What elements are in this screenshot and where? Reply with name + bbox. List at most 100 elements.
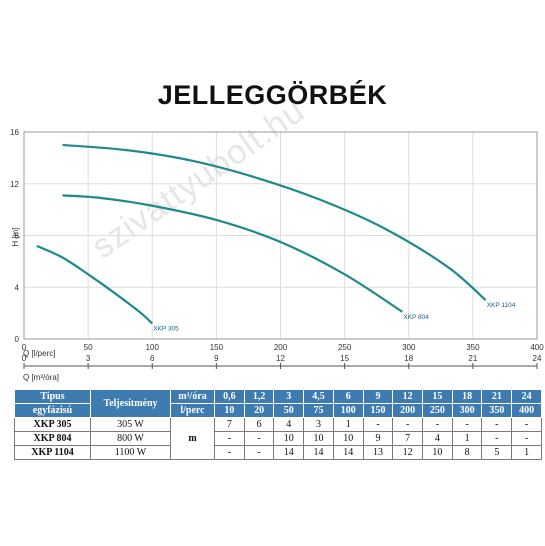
m3-value: 3 — [273, 389, 305, 404]
unit-cell: m — [170, 417, 215, 460]
head-value: - — [214, 445, 245, 460]
lperc-value: 10 — [214, 403, 245, 418]
head-value: - — [481, 417, 513, 432]
model-cell: XKP 804 — [14, 431, 91, 446]
head-value: 14 — [273, 445, 305, 460]
x2-axis-label: Q [m³/óra] — [23, 373, 59, 382]
head-value: 1 — [332, 417, 364, 432]
x2-tick-label: 0 — [22, 354, 27, 363]
power-cell: 800 W — [90, 431, 171, 446]
head-value: - — [451, 417, 483, 432]
chart-curves: XKP 305 XKP 804 XKP 1104 — [36, 143, 516, 332]
table-row: XKP 804 800 W - - 10 10 10 9 7 4 1 - - — [14, 431, 542, 446]
spec-table: Tipus Teljesítmény m³/óra 0,6 1,2 3 4,5 … — [14, 389, 542, 460]
x-tick-label: 350 — [466, 343, 480, 352]
x-axis-label: Q [l/perc] — [23, 349, 55, 358]
x-tick-label: 250 — [338, 343, 352, 352]
m3-value: 6 — [332, 389, 364, 404]
y-tick-label: 0 — [15, 335, 20, 344]
x2-tick-label: 9 — [214, 354, 219, 363]
head-value: 13 — [362, 445, 394, 460]
lperc-value: 400 — [511, 403, 542, 418]
header-l-perc: l/perc — [170, 403, 215, 418]
head-value: 1 — [511, 445, 542, 460]
head-value: 12 — [392, 445, 424, 460]
head-value: 10 — [303, 431, 334, 446]
series-label: XKP 1104 — [487, 302, 516, 309]
model-cell: XKP 1104 — [14, 445, 91, 460]
head-value: 10 — [422, 445, 453, 460]
x-tick-label: 50 — [84, 343, 93, 352]
x-tick-label: 200 — [274, 343, 288, 352]
m3-value: 21 — [481, 389, 513, 404]
m3-value: 24 — [511, 389, 542, 404]
head-value: 4 — [422, 431, 453, 446]
m3-value: 9 — [362, 389, 394, 404]
head-value: - — [481, 431, 513, 446]
head-value: 14 — [332, 445, 364, 460]
y-axis-label: H [m] — [11, 227, 20, 246]
x2-tick-label: 21 — [468, 354, 477, 363]
power-cell: 305 W — [90, 417, 171, 432]
y-tick-label: 4 — [15, 283, 20, 292]
performance-chart: 0 50 100 150 200 250 300 350 400 0 4 8 12 16 0 3 6 9 12 15 1… — [10, 128, 544, 382]
page-title: JELLEGGÖRBÉK — [157, 80, 388, 110]
table-row: XKP 1104 1100 W - - 14 14 14 13 12 10 8 … — [14, 445, 542, 460]
header-m3-ora: m³/óra — [170, 389, 215, 404]
m3-value: 4,5 — [303, 389, 334, 404]
x2-tick-label: 12 — [276, 354, 285, 363]
head-value: 4 — [273, 417, 305, 432]
head-value: 10 — [332, 431, 364, 446]
head-value: 7 — [214, 417, 245, 432]
plot-frame — [23, 131, 538, 340]
model-cell: XKP 305 — [14, 417, 91, 432]
m3-value: 18 — [451, 389, 483, 404]
table-row: XKP 305 305 W m 7 6 4 3 1 - - - - - - — [14, 417, 542, 460]
head-value: - — [243, 445, 275, 460]
head-value: - — [511, 431, 542, 446]
head-value: 5 — [481, 445, 513, 460]
lperc-value: 250 — [422, 403, 453, 418]
head-value: - — [243, 431, 275, 446]
y-tick-label: 16 — [10, 128, 19, 137]
lperc-value: 300 — [451, 403, 483, 418]
series-label: XKP 305 — [153, 325, 179, 332]
head-value: 10 — [273, 431, 305, 446]
x-tick-label: 100 — [146, 343, 160, 352]
series-label: XKP 804 — [403, 314, 429, 321]
lperc-value: 75 — [303, 403, 334, 418]
head-value: - — [214, 431, 245, 446]
m3-value: 1,2 — [243, 389, 275, 404]
head-value: - — [511, 417, 542, 432]
lperc-value: 100 — [332, 403, 364, 418]
x2-tick-label: 18 — [404, 354, 413, 363]
x2-tick-label: 24 — [533, 354, 542, 363]
head-value: - — [422, 417, 453, 432]
head-value: - — [362, 417, 394, 432]
table-header-row-2: egyfázisú l/perc 10 20 50 75 100 150 200… — [14, 403, 542, 418]
head-value: - — [392, 417, 424, 432]
power-cell: 1100 W — [90, 445, 171, 460]
x2-tick-label: 15 — [340, 354, 349, 363]
head-value: 3 — [303, 417, 334, 432]
header-egyfazisu: egyfázisú — [14, 403, 91, 418]
x-tick-label: 400 — [530, 343, 544, 352]
head-value: 6 — [243, 417, 275, 432]
head-value: 7 — [392, 431, 424, 446]
x-tick-label: 0 — [22, 343, 27, 352]
m3-value: 12 — [392, 389, 424, 404]
header-tipus: Tipus — [14, 389, 91, 404]
series-line — [62, 143, 487, 302]
head-value: 8 — [451, 445, 483, 460]
chart-grid — [24, 131, 538, 339]
header-teljesitmeny: Teljesítmény — [90, 389, 171, 418]
table-header-row-1: Tipus Teljesítmény m³/óra 0,6 1,2 3 4,5 … — [14, 389, 542, 418]
chart-axes: 0 50 100 150 200 250 300 350 400 0 4 8 12 16 0 3 6 9 12 15 1… — [10, 128, 544, 369]
lperc-value: 350 — [481, 403, 513, 418]
head-value: 9 — [362, 431, 394, 446]
y-tick-label: 8 — [15, 232, 20, 241]
m3-value: 15 — [422, 389, 453, 404]
series-line — [62, 194, 403, 313]
y-tick-label: 12 — [10, 180, 19, 189]
x-tick-label: 300 — [402, 343, 416, 352]
